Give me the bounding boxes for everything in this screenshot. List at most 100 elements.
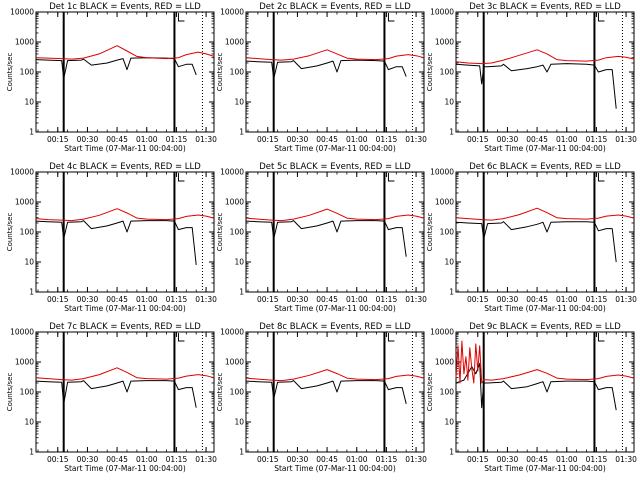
x-tick-label: 00:15 [257,295,279,304]
y-tick-label: 10 [24,418,34,427]
x-axis-label: Start Time (07-Mar-11 00:04:00) [274,144,396,153]
y-tick-label: 1 [239,128,244,137]
x-tick-label: 01:00 [136,295,158,304]
series-lld-line [455,207,635,221]
series-lld-line [455,340,635,384]
series-lld-line [35,208,215,222]
panel-title: Det 7c BLACK = Events, RED = LLD [49,322,201,332]
x-tick-label: 01:00 [556,295,578,304]
detector-panel-8: Det 8c BLACK = Events, RED = LLD 1 10 100 10… [216,322,427,473]
y-tick-label: 1000 [435,358,454,367]
detector-panel-6: Det 6c BLACK = Events, RED = LLD 1 10 100 10… [426,162,637,313]
y-tick-label: 1000 [15,358,34,367]
y-tick-label: 100 [230,388,245,397]
y-tick-label: 1000 [225,198,244,207]
x-axis-label: Start Time (07-Mar-11 00:04:00) [484,464,606,473]
x-axis-label: Start Time (07-Mar-11 00:04:00) [274,464,396,473]
interval-bracket [177,333,185,342]
y-tick-label: 100 [230,68,245,77]
x-tick-label: 01:00 [346,135,368,144]
y-tick-label: 10 [444,418,454,427]
x-tick-label: 00:45 [316,455,338,464]
x-tick-label: 00:15 [47,455,69,464]
x-tick-label: 01:30 [195,455,217,464]
y-tick-label: 1 [29,128,34,137]
x-tick-label: 01:15 [586,295,608,304]
series-events-line [35,380,197,408]
y-tick-label: 1000 [435,38,454,47]
x-tick-label: 01:30 [195,295,217,304]
panel-title: Det 3c BLACK = Events, RED = LLD [469,2,621,12]
y-tick-label: 10 [234,98,244,107]
x-tick-label: 01:00 [556,455,578,464]
x-tick-label: 01:00 [136,135,158,144]
y-tick-label: 1 [449,448,454,457]
x-tick-label: 00:15 [467,295,489,304]
x-tick-label: 01:15 [586,455,608,464]
x-tick-label: 01:15 [376,295,398,304]
y-tick-label: 1 [239,288,244,297]
y-tick-label: 10000 [430,8,454,17]
x-tick-label: 01:30 [405,295,427,304]
series-events-line [245,59,407,80]
x-tick-label: 00:45 [526,135,548,144]
panel-title: Det 6c BLACK = Events, RED = LLD [469,162,621,172]
series-lld-line [245,49,425,61]
y-tick-label: 10 [444,98,454,107]
series-events-line [35,220,197,265]
y-tick-label: 1000 [225,358,244,367]
interval-bracket [387,173,395,182]
x-tick-label: 00:45 [526,295,548,304]
y-tick-label: 10000 [10,168,34,177]
y-axis-label: Counts/sec [426,213,434,252]
x-tick-label: 00:45 [106,135,128,144]
x-tick-label: 01:00 [346,295,368,304]
y-tick-label: 10000 [430,328,454,337]
panel-title: Det 5c BLACK = Events, RED = LLD [259,162,411,172]
x-tick-label: 01:30 [615,135,637,144]
x-tick-label: 01:15 [166,455,188,464]
series-events-line [455,63,617,109]
y-tick-label: 1 [29,448,34,457]
x-tick-label: 00:30 [497,135,519,144]
y-tick-label: 10 [444,258,454,267]
x-axis-label: Start Time (07-Mar-11 00:04:00) [64,304,186,313]
series-events-line [245,380,407,405]
interval-bracket [387,13,395,22]
x-tick-label: 00:30 [287,295,309,304]
interval-bracket [387,333,395,342]
x-tick-label: 00:45 [526,455,548,464]
detector-panel-7: Det 7c BLACK = Events, RED = LLD 1 10 100 10… [6,322,217,473]
series-lld-line [245,369,425,382]
x-tick-label: 01:15 [166,135,188,144]
y-tick-label: 1000 [15,198,34,207]
y-tick-label: 1 [449,288,454,297]
x-tick-label: 01:30 [615,455,637,464]
interval-bracket [597,173,605,182]
y-tick-label: 10000 [220,8,244,17]
y-axis-label: Counts/sec [216,53,224,92]
x-tick-label: 00:45 [316,135,338,144]
series-lld-line [35,45,215,60]
interval-bracket [597,13,605,22]
y-axis-label: Counts/sec [216,213,224,252]
y-axis-label: Counts/sec [6,213,14,252]
y-tick-label: 1 [449,128,454,137]
y-tick-label: 1 [29,288,34,297]
x-tick-label: 00:30 [77,295,99,304]
y-tick-label: 10 [234,258,244,267]
x-tick-label: 00:45 [106,455,128,464]
detector-panel-9: Det 9c BLACK = Events, RED = LLD 1 10 100 10… [426,322,637,473]
y-tick-label: 100 [20,68,35,77]
x-axis-label: Start Time (07-Mar-11 00:04:00) [64,144,186,153]
y-tick-label: 10 [24,258,34,267]
x-tick-label: 01:15 [586,135,608,144]
y-tick-label: 100 [20,388,35,397]
x-axis-label: Start Time (07-Mar-11 00:04:00) [484,304,606,313]
panel-title: Det 8c BLACK = Events, RED = LLD [259,322,411,332]
y-tick-label: 100 [440,68,455,77]
x-tick-label: 00:15 [467,135,489,144]
detector-panel-1: Det 1c BLACK = Events, RED = LLD 1 10 100 10… [6,2,217,153]
